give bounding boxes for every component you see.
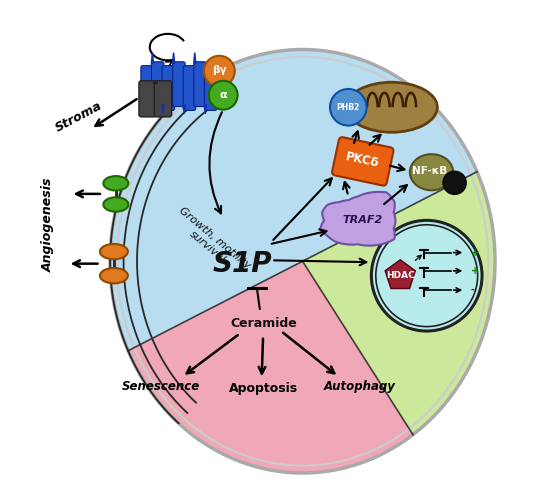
Text: HDAC: HDAC bbox=[386, 271, 414, 280]
Ellipse shape bbox=[104, 197, 128, 212]
Text: α: α bbox=[219, 90, 227, 100]
Text: Autophagy: Autophagy bbox=[324, 380, 395, 393]
Text: +: + bbox=[471, 248, 478, 257]
Text: NF-κB: NF-κB bbox=[412, 166, 447, 176]
Text: Angiogenesis: Angiogenesis bbox=[42, 178, 55, 272]
FancyBboxPatch shape bbox=[173, 62, 185, 106]
Polygon shape bbox=[320, 192, 395, 246]
Text: Ceramide: Ceramide bbox=[231, 318, 297, 330]
Text: TRAF2: TRAF2 bbox=[343, 215, 383, 226]
Circle shape bbox=[209, 81, 238, 110]
Ellipse shape bbox=[100, 268, 128, 284]
Circle shape bbox=[204, 56, 234, 87]
FancyBboxPatch shape bbox=[152, 62, 164, 106]
Text: βγ: βγ bbox=[212, 65, 227, 75]
FancyBboxPatch shape bbox=[139, 81, 157, 117]
Ellipse shape bbox=[104, 176, 128, 191]
FancyBboxPatch shape bbox=[141, 66, 153, 110]
Circle shape bbox=[443, 171, 466, 195]
Polygon shape bbox=[110, 49, 477, 351]
Text: +: + bbox=[471, 266, 478, 276]
Polygon shape bbox=[128, 261, 413, 473]
Circle shape bbox=[330, 89, 367, 125]
Ellipse shape bbox=[100, 244, 128, 259]
FancyBboxPatch shape bbox=[183, 66, 196, 110]
Polygon shape bbox=[385, 260, 416, 288]
Text: Growth, motility
survival: Growth, motility survival bbox=[170, 205, 252, 279]
Ellipse shape bbox=[410, 154, 453, 190]
FancyBboxPatch shape bbox=[162, 66, 174, 110]
FancyBboxPatch shape bbox=[204, 66, 217, 110]
Polygon shape bbox=[302, 172, 495, 435]
FancyBboxPatch shape bbox=[194, 62, 206, 106]
Text: PKCδ: PKCδ bbox=[345, 151, 381, 170]
FancyBboxPatch shape bbox=[154, 81, 172, 117]
Text: S1P: S1P bbox=[213, 250, 272, 278]
Circle shape bbox=[372, 220, 482, 331]
Text: Stroma: Stroma bbox=[53, 99, 104, 135]
Text: -: - bbox=[471, 285, 475, 295]
Text: PHB2: PHB2 bbox=[336, 103, 360, 112]
Text: Apoptosis: Apoptosis bbox=[228, 382, 297, 395]
Text: Senescence: Senescence bbox=[121, 380, 200, 393]
FancyBboxPatch shape bbox=[332, 137, 393, 185]
Ellipse shape bbox=[346, 82, 437, 132]
